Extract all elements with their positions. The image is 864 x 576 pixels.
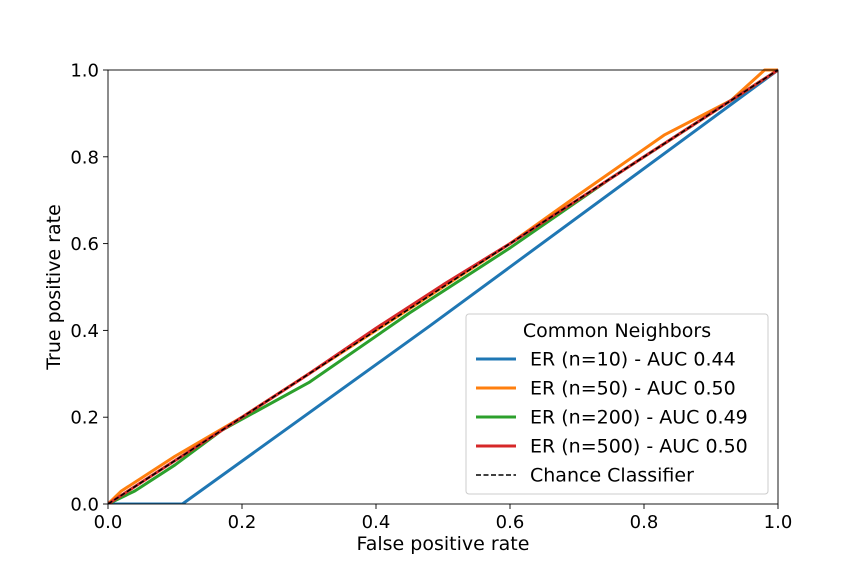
y-tick-label: 0.4 <box>70 321 99 342</box>
y-tick-label: 0.0 <box>70 495 99 516</box>
series-lines <box>108 68 778 504</box>
legend-label: ER (n=500) - AUC 0.50 <box>530 436 748 458</box>
legend: Common Neighbors ER (n=10) - AUC 0.44ER … <box>465 313 769 495</box>
x-axis: 0.0 0.2 0.4 0.6 0.8 1.0 <box>94 504 793 533</box>
y-tick-label: 0.2 <box>70 408 99 429</box>
series-line-5 <box>108 69 778 504</box>
x-tick-label: 0.4 <box>362 512 391 533</box>
x-tick-label: 0.2 <box>228 512 257 533</box>
y-tick-label: 1.0 <box>70 61 99 82</box>
legend-label: ER (n=10) - AUC 0.44 <box>530 349 736 371</box>
y-tick-label: 0.6 <box>70 234 99 255</box>
legend-label: ER (n=50) - AUC 0.50 <box>530 378 736 400</box>
legend-title: Common Neighbors <box>523 320 711 342</box>
y-axis-label: True positive rate <box>43 204 65 371</box>
x-axis-label: False positive rate <box>357 533 530 555</box>
x-tick-label: 0.0 <box>94 512 123 533</box>
y-axis: 0.0 0.2 0.4 0.6 0.8 1.0 <box>70 61 108 516</box>
legend-items: ER (n=10) - AUC 0.44 ER (n=50) - AUC 0.50… <box>476 349 748 487</box>
x-tick-label: 1.0 <box>764 512 793 533</box>
x-tick-label: 0.8 <box>630 512 659 533</box>
legend-box <box>465 313 769 495</box>
y-tick-label: 0.8 <box>70 147 99 168</box>
legend-label: ER (n=200) - AUC 0.49 <box>530 407 748 429</box>
series-line-1 <box>108 68 778 504</box>
axes-frame <box>107 69 779 505</box>
legend-label: Chance Classifier <box>530 465 694 487</box>
x-tick-label: 0.6 <box>496 512 525 533</box>
